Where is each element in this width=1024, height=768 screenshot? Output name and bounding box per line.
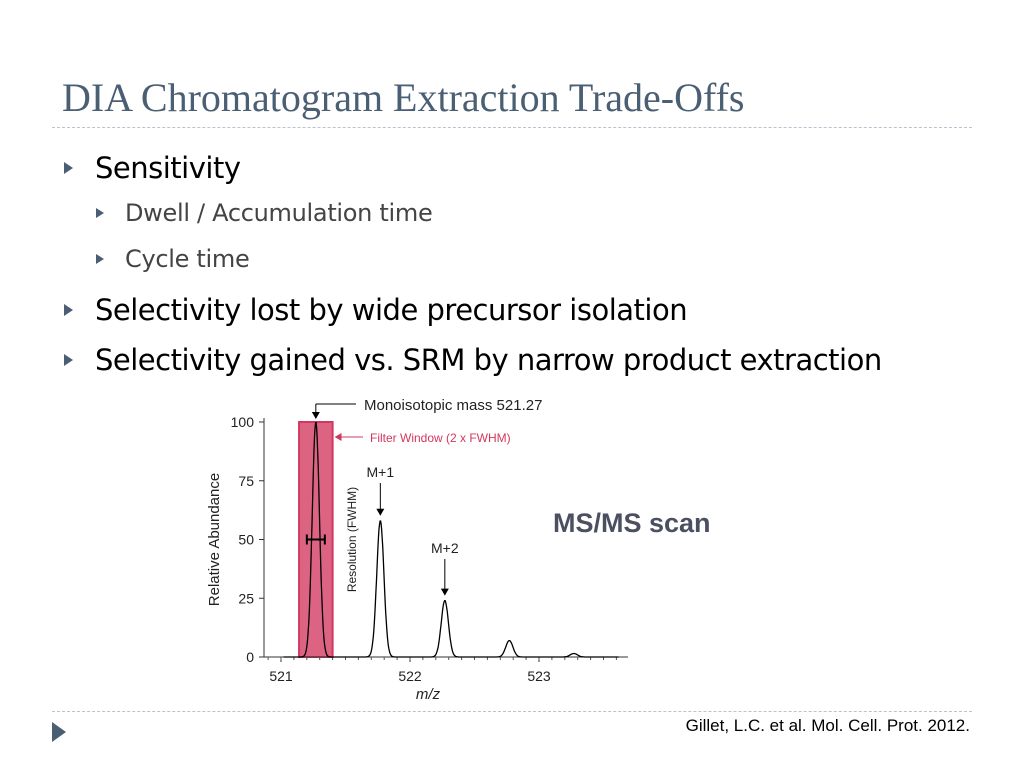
filter-annotation: Filter Window (2 x FWHM) — [370, 431, 511, 445]
y-axis-label: Relative Abundance — [206, 473, 223, 606]
sub-bullet-cycle: Cycle time — [94, 236, 1000, 282]
bullet-arrow-icon — [64, 354, 73, 366]
x-axis-label: m/z — [416, 686, 441, 703]
footer-divider — [52, 711, 972, 712]
bullet-selectivity-gained: Selectivity gained vs. SRM by narrow pro… — [60, 338, 1000, 382]
spectrum-trace — [283, 421, 619, 658]
citation: Gillet, L.C. et al. Mol. Cell. Prot. 201… — [685, 716, 970, 735]
bullet-sensitivity: Sensitivity — [60, 146, 1000, 190]
sub-bullet-text: Cycle time — [125, 245, 250, 273]
y-tick-label: 0 — [246, 649, 254, 665]
title-divider — [52, 127, 972, 128]
x-tick-label: 521 — [269, 668, 293, 684]
sub-bullet-arrow-icon — [96, 254, 104, 264]
bullet-text: Sensitivity — [95, 151, 241, 185]
slide-title: DIA Chromatogram Extraction Trade-Offs — [62, 75, 745, 120]
y-tick-label: 75 — [238, 473, 254, 489]
slide-nav-arrow-icon — [52, 722, 66, 742]
y-tick-label: 100 — [231, 414, 255, 430]
bullet-selectivity-lost: Selectivity lost by wide precursor isola… — [60, 288, 1000, 332]
bullet-list: Sensitivity Dwell / Accumulation time Cy… — [60, 146, 1000, 382]
m2-annotation: M+2 — [431, 540, 459, 556]
sub-bullet-text: Dwell / Accumulation time — [125, 199, 433, 227]
bullet-arrow-icon — [64, 162, 73, 174]
y-tick-label: 50 — [238, 532, 254, 548]
bullet-text: Selectivity lost by wide precursor isola… — [95, 293, 688, 327]
x-tick-label: 522 — [398, 668, 422, 684]
mono-annotation: Monoisotopic mass 521.27 — [364, 397, 542, 414]
bullet-text: Selectivity gained vs. SRM by narrow pro… — [95, 343, 882, 377]
msms-scan-label: MS/MS scan — [553, 508, 711, 538]
x-tick-label: 523 — [527, 668, 551, 684]
resolution-annotation: Resolution (FWHM) — [345, 487, 359, 592]
bullet-arrow-icon — [64, 304, 73, 316]
m1-annotation: M+1 — [367, 464, 395, 480]
sub-bullet-dwell: Dwell / Accumulation time — [94, 190, 1000, 236]
y-tick-label: 25 — [238, 590, 254, 606]
sub-bullet-arrow-icon — [96, 208, 104, 218]
